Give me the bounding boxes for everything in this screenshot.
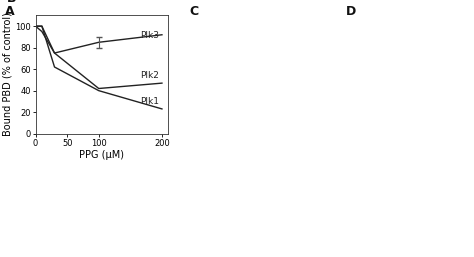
Text: D: D bbox=[346, 5, 356, 18]
Text: Plk1: Plk1 bbox=[140, 97, 159, 106]
Text: C: C bbox=[190, 5, 199, 18]
X-axis label: PPG (μM): PPG (μM) bbox=[80, 150, 124, 160]
Text: A: A bbox=[5, 5, 14, 18]
Text: B: B bbox=[7, 0, 17, 5]
Text: Plk3: Plk3 bbox=[140, 31, 159, 40]
Y-axis label: Bound PBD (% of control): Bound PBD (% of control) bbox=[2, 13, 12, 136]
Text: Plk2: Plk2 bbox=[140, 71, 159, 80]
